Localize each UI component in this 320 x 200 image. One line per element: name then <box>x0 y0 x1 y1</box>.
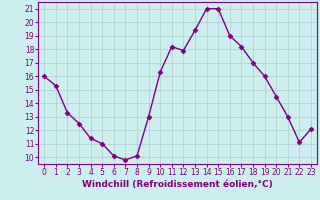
X-axis label: Windchill (Refroidissement éolien,°C): Windchill (Refroidissement éolien,°C) <box>82 180 273 189</box>
